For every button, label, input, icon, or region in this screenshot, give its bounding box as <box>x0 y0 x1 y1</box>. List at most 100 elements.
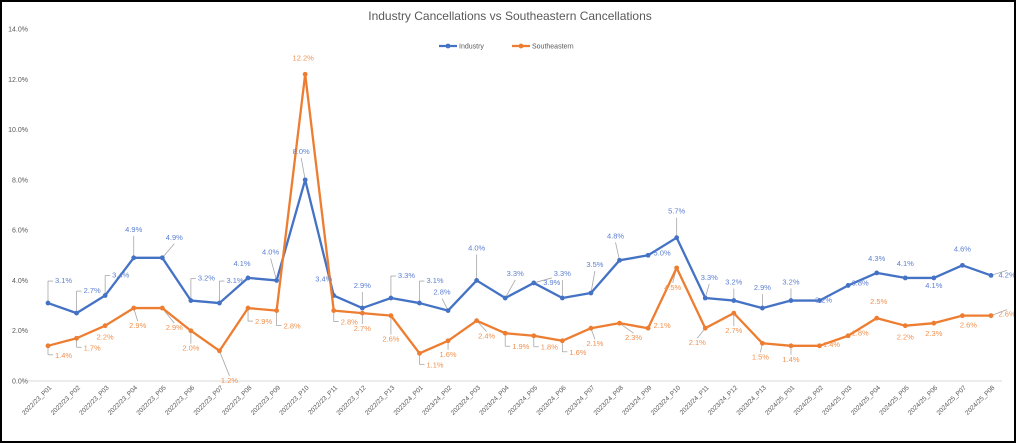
data-point-industry <box>131 255 137 261</box>
data-label-southeastern: 2.4% <box>478 332 495 341</box>
data-point-southeastern <box>988 313 994 319</box>
data-label-industry: 3.4% <box>112 271 129 280</box>
leader-line <box>990 270 1008 276</box>
data-label-southeastern: 2.1% <box>689 338 706 347</box>
data-label-southeastern: 12.2% <box>293 53 315 62</box>
data-point-industry <box>874 270 880 276</box>
y-tick-label: 12.0% <box>8 77 28 84</box>
leader-line <box>161 243 175 259</box>
data-point-industry <box>359 305 365 311</box>
data-point-southeastern <box>274 308 280 313</box>
y-tick-label: 8.0% <box>12 177 28 184</box>
data-point-southeastern <box>674 265 680 271</box>
data-label-southeastern: 2.3% <box>925 329 942 338</box>
data-point-southeastern <box>188 328 194 334</box>
data-label-southeastern: 2.1% <box>586 339 603 348</box>
data-label-industry: 3.8% <box>852 278 869 287</box>
leader-line <box>615 242 620 261</box>
data-point-industry <box>931 275 937 281</box>
series-lines <box>45 71 994 356</box>
data-label-industry: 5.0% <box>654 248 671 257</box>
leader-line <box>619 322 634 334</box>
data-point-industry <box>217 300 222 306</box>
data-label-southeastern: 1.2% <box>221 376 238 385</box>
data-point-southeastern <box>102 323 108 329</box>
data-label-southeastern: 2.8% <box>284 322 301 331</box>
data-point-southeastern <box>302 71 308 77</box>
chart-title: Industry Cancellations vs Southeastern C… <box>368 9 652 23</box>
data-label-industry: 3.3% <box>398 271 415 280</box>
data-point-southeastern <box>388 313 394 319</box>
data-label-industry: 4.0% <box>262 247 279 256</box>
data-label-southeastern: 2.6% <box>960 321 977 330</box>
data-label-southeastern: 1.4% <box>823 340 840 349</box>
data-label-industry: 4.8% <box>607 231 624 240</box>
data-point-southeastern <box>817 343 822 349</box>
data-point-industry <box>102 293 108 298</box>
data-point-southeastern <box>645 325 651 331</box>
series-line-industry <box>47 178 992 315</box>
data-label-industry: 3.3% <box>701 273 718 282</box>
data-point-southeastern <box>731 310 737 316</box>
data-point-southeastern <box>359 310 365 316</box>
data-point-southeastern <box>559 338 565 344</box>
data-label-industry: 3.3% <box>507 269 524 278</box>
data-label-southeastern: 2.5% <box>870 297 887 306</box>
data-label-industry: 4.0% <box>468 243 485 252</box>
legend: Industry Southeastern <box>439 44 574 51</box>
leader-line <box>300 157 306 180</box>
data-label-southeastern: 2.9% <box>129 321 146 330</box>
data-point-southeastern <box>902 323 908 329</box>
data-point-industry <box>445 308 451 313</box>
data-label-southeastern: 1.1% <box>426 360 443 369</box>
data-point-southeastern <box>131 305 137 311</box>
leader-line <box>533 277 552 284</box>
data-point-southeastern <box>531 333 537 339</box>
data-label-southeastern: 1.6% <box>569 348 586 357</box>
data-label-industry: 3.2% <box>725 278 742 287</box>
y-tick-label: 6.0% <box>12 228 28 235</box>
data-point-industry <box>645 252 651 258</box>
data-label-southeastern: 2.7% <box>354 324 371 333</box>
data-point-industry <box>388 295 394 301</box>
data-label-industry: 3.3% <box>554 269 571 278</box>
data-point-southeastern <box>617 320 622 326</box>
data-label-southeastern: 2.8% <box>341 318 358 327</box>
data-label-industry: 3.2% <box>782 278 799 287</box>
legend-label-southeastern: Southeastern <box>532 44 574 51</box>
data-label-southeastern: 1.7% <box>84 343 101 352</box>
y-tick-label: 0.0% <box>12 379 28 386</box>
data-point-industry <box>988 273 994 278</box>
data-label-southeastern: 1.9% <box>512 342 529 351</box>
data-label-industry: 4.9% <box>125 225 142 234</box>
data-label-industry: 2.9% <box>354 281 371 290</box>
data-label-southeastern: 1.4% <box>55 351 72 360</box>
data-point-southeastern <box>759 340 765 346</box>
data-point-industry <box>788 298 794 303</box>
data-point-southeastern <box>874 315 880 321</box>
data-point-industry <box>45 300 51 306</box>
data-point-industry <box>531 280 537 286</box>
data-point-southeastern <box>702 325 708 331</box>
x-tick-label: 2023/24_P10 <box>650 384 683 417</box>
data-point-southeastern <box>331 308 337 313</box>
data-point-industry <box>559 295 565 301</box>
data-point-industry <box>474 278 480 283</box>
data-point-southeastern <box>474 318 480 324</box>
data-point-southeastern <box>74 335 79 341</box>
data-point-southeastern <box>417 350 422 356</box>
data-point-southeastern <box>45 343 51 349</box>
data-label-industry: 2.7% <box>84 286 101 295</box>
y-tick-label: 10.0% <box>8 127 28 134</box>
data-label-southeastern: 2.9% <box>255 317 272 326</box>
data-label-industry: 5.7% <box>668 207 685 216</box>
data-label-southeastern: 1.8% <box>852 329 869 338</box>
data-label-southeastern: 1.5% <box>752 352 769 361</box>
leader-line <box>219 350 230 376</box>
data-label-industry: 3.9% <box>543 278 560 287</box>
leader-line <box>270 258 277 281</box>
data-label-southeastern: 4.5% <box>664 283 681 292</box>
data-label-industry: 3.5% <box>586 260 603 269</box>
